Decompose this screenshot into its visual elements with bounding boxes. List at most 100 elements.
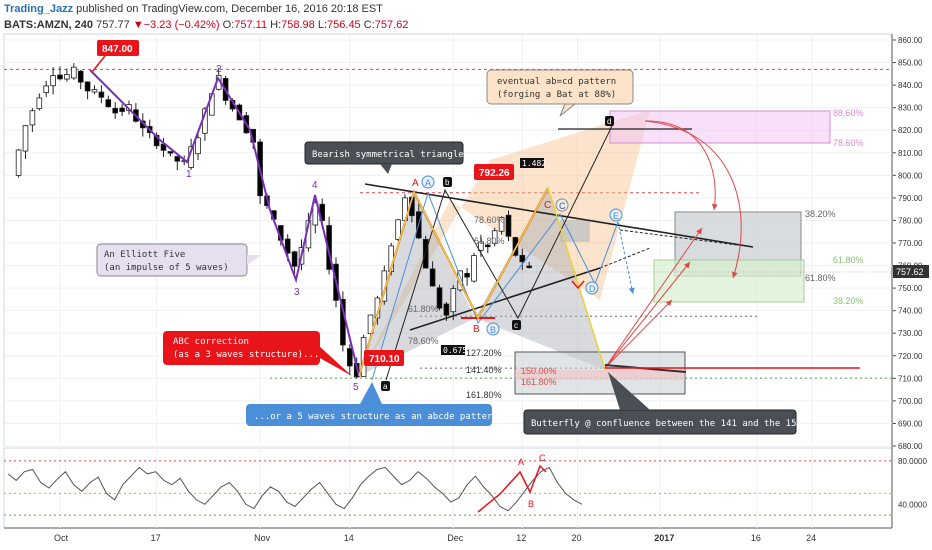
abc-callout[interactable]: ABC correction (as a 3 waves structure).… (163, 331, 352, 376)
fib-3820-a: 38.20% (805, 209, 836, 219)
price-tick-label: 790.00 (898, 194, 923, 203)
svg-text:d: d (607, 117, 611, 126)
author-link[interactable]: Trading_Jazz (4, 3, 74, 15)
candle-body (526, 265, 532, 269)
price-tick-label: 700.00 (898, 397, 923, 406)
candle-body (22, 125, 29, 152)
ind-tick-label: 40.0000 (898, 500, 927, 509)
svg-text:0.675: 0.675 (443, 346, 467, 355)
svg-text:710.10: 710.10 (369, 354, 400, 365)
svg-text:1.482: 1.482 (522, 159, 546, 168)
price-flag-792: 792.26 (474, 164, 514, 180)
candle-body (29, 110, 36, 126)
wave-4-label: 4 (312, 180, 318, 191)
abcd-callout[interactable]: eventual ab=cd pattern (forging a Bat at… (486, 69, 634, 117)
candle-body (71, 66, 77, 79)
abcd-b-marker: b (443, 177, 452, 187)
candle-body (15, 149, 22, 176)
svg-text:a: a (383, 382, 388, 391)
price-tick-label: 840.00 (898, 81, 923, 90)
elliott-wave-line (89, 69, 360, 377)
candle-body (195, 137, 201, 155)
time-axis: Oct 17 Nov 14 Dec 12 20 2017 16 24 (54, 533, 816, 543)
abcd-c-marker: c (512, 320, 521, 330)
svg-text:c: c (514, 321, 518, 330)
time-tick-label: Nov (254, 533, 271, 543)
svg-text:ABC correction: ABC correction (173, 337, 249, 347)
high-label: H: (270, 19, 282, 31)
retrace-zone-green (653, 259, 805, 303)
fib-14140: 141.40% (466, 365, 502, 375)
candle-body (112, 107, 119, 114)
price-tick-label: 780.00 (898, 216, 923, 225)
svg-text:(as a 3 waves structure)...: (as a 3 waves structure)... (173, 350, 319, 360)
ratio-0675-badge: 0.675 (441, 345, 467, 355)
wave-1-label: 1 (186, 169, 192, 180)
price-tick-label: 730.00 (898, 329, 923, 338)
candle-body (443, 303, 450, 316)
published-text: published on TradingView.com, December 1… (76, 3, 383, 15)
wave-5-label: 5 (353, 382, 359, 393)
candle-body (36, 97, 43, 109)
price-change: −3.23 (−0.42%) (143, 19, 220, 31)
price-flag-847: 847.00 (91, 40, 139, 73)
candle-body (312, 202, 319, 226)
abc-a-label: A (412, 178, 419, 189)
svg-text:792.26: 792.26 (479, 168, 510, 179)
fib-7860-b: 78.60% (408, 336, 439, 346)
candle-body (284, 238, 291, 254)
current-price-tag: 757.62 (893, 265, 929, 278)
triangle-upper-ext (619, 229, 754, 248)
candle-body (119, 107, 125, 112)
triangle-callout[interactable]: Bearish symmetrical triangle (304, 141, 464, 174)
indicator-pane-border (3, 447, 893, 529)
low-value: 756.45 (327, 19, 361, 31)
svg-text:(forging a Bat at 88%): (forging a Bat at 88%) (497, 90, 616, 100)
fib-6180-c: 61.80% (833, 255, 864, 265)
ind-line (7, 466, 583, 512)
fib-7860-c: 78.60% (833, 138, 864, 148)
abcde-callout[interactable]: ...or a 5 waves structure as an abcde pa… (246, 382, 498, 426)
triangle-lower-line (409, 267, 601, 331)
price-tick-label: 690.00 (898, 419, 923, 428)
candle-body (174, 156, 181, 162)
butterfly-arrow-2 (604, 261, 691, 369)
price-tick-label: 710.00 (898, 374, 923, 383)
svg-text:An Elliott Five: An Elliott Five (104, 250, 185, 260)
time-tick-label: 14 (344, 533, 354, 543)
price-tick-label: 680.00 (898, 442, 923, 451)
candle-body (105, 99, 112, 108)
close-label: C: (363, 19, 375, 31)
abcd-a-marker: a (381, 381, 390, 391)
time-tick-label: 2017 (654, 533, 674, 543)
candle-body (367, 314, 374, 334)
circle-b-marker: B (486, 322, 500, 336)
svg-text:757.62: 757.62 (896, 267, 924, 277)
time-tick-label: Dec (447, 533, 464, 543)
butterfly-callout[interactable]: Butterfly @ confluence between the 141 a… (523, 372, 802, 435)
publisher-line: Trading_Jazz published on TradingView.co… (4, 3, 383, 15)
price-tick-label: 800.00 (898, 171, 923, 180)
price-flag-710: 710.10 (364, 350, 404, 366)
high-value: 758.98 (281, 19, 315, 31)
fib-6180-a: 61.80% (474, 236, 505, 246)
candle-body (43, 85, 49, 93)
candle-body (512, 237, 519, 256)
ratio-1482-badge: 1.482 (520, 158, 546, 168)
ind-tick-label: 80.0000 (898, 457, 927, 466)
ind-abc-line (477, 464, 547, 513)
svg-text:b: b (445, 178, 450, 187)
candle-body (167, 151, 174, 154)
candle-body (395, 219, 401, 240)
elliott-callout[interactable]: An Elliott Five (an impulse of 5 waves) (96, 243, 262, 277)
fib-8860: 88.60% (833, 108, 864, 118)
butterfly-yellow-line (358, 186, 606, 377)
ind-b-label: B (528, 499, 534, 509)
svg-text:A: A (425, 178, 431, 188)
candle-body (478, 241, 484, 251)
elliott-orange-zone (218, 78, 650, 376)
fib-6180-b: 61.80% (408, 304, 439, 314)
abcd-d-marker: d (605, 116, 614, 126)
fib-16180-a: 161.80% (521, 377, 557, 387)
